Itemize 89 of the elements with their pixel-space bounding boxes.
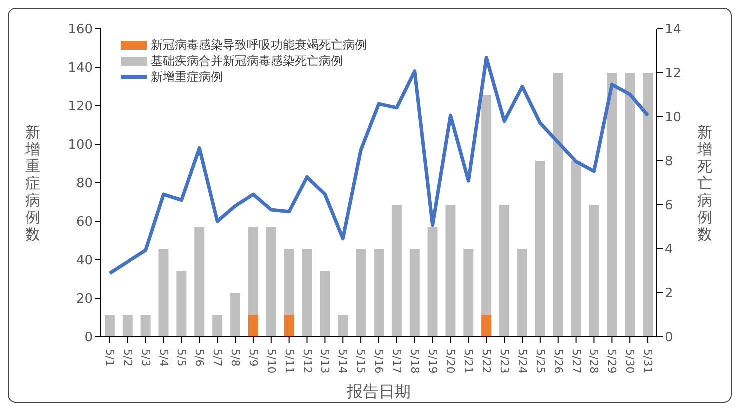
x-tick-label: 5/5 bbox=[175, 349, 188, 367]
bar bbox=[482, 315, 492, 337]
bar bbox=[500, 205, 510, 337]
y-tick-label: 40 bbox=[76, 254, 93, 269]
bar bbox=[104, 315, 115, 337]
y-tick-label: 120 bbox=[68, 100, 93, 115]
bar bbox=[140, 315, 151, 337]
y-tick-label: 160 bbox=[68, 22, 93, 38]
x-tick-label: 5/20 bbox=[444, 349, 458, 374]
bar bbox=[392, 205, 402, 337]
bar bbox=[284, 249, 294, 315]
y2-axis-title: 新增死亡病例数 bbox=[696, 123, 712, 244]
bar bbox=[302, 249, 312, 337]
y-axis-title: 新增重症病例数 bbox=[24, 123, 40, 244]
x-tick-label: 5/19 bbox=[426, 349, 440, 374]
x-tick-label: 5/31 bbox=[642, 349, 655, 374]
line-series bbox=[108, 56, 650, 276]
legend-label: 新冠病毒感染导致呼吸功能衰竭死亡病例 bbox=[151, 37, 367, 53]
bar bbox=[158, 249, 169, 337]
x-tick-label: 5/28 bbox=[588, 349, 601, 374]
bar bbox=[374, 249, 384, 337]
bar bbox=[625, 73, 636, 337]
bar bbox=[194, 227, 205, 337]
bar bbox=[553, 73, 564, 337]
bar bbox=[176, 271, 187, 337]
x-tick-label: 5/18 bbox=[408, 349, 422, 374]
x-tick-label: 5/2 bbox=[121, 349, 134, 367]
bar bbox=[122, 315, 133, 337]
y2-tick-label: 14 bbox=[665, 22, 682, 38]
bar bbox=[482, 95, 492, 315]
x-tick-label: 5/26 bbox=[552, 349, 565, 374]
x-tick-label: 5/9 bbox=[246, 349, 260, 367]
x-tick-label: 5/6 bbox=[193, 349, 206, 367]
x-tick-label: 5/23 bbox=[498, 349, 512, 374]
y-tick-label: 60 bbox=[76, 215, 93, 230]
bar bbox=[446, 205, 456, 337]
bar bbox=[571, 161, 582, 337]
x-tick-label: 5/27 bbox=[570, 349, 583, 374]
bar bbox=[338, 315, 348, 337]
x-tick-label: 5/13 bbox=[318, 349, 332, 374]
x-tick-label: 5/15 bbox=[354, 349, 368, 374]
x-tick-label: 5/12 bbox=[300, 349, 314, 374]
bar bbox=[230, 293, 240, 337]
y2-tick-label: 12 bbox=[665, 66, 682, 82]
x-axis-title: 报告日期 bbox=[346, 382, 411, 401]
bar bbox=[607, 73, 618, 337]
y2-tick-label: 0 bbox=[665, 330, 674, 346]
y2-tick-label: 4 bbox=[665, 242, 674, 258]
legend-label: 新增重症病例 bbox=[151, 69, 223, 85]
bar bbox=[464, 249, 474, 337]
x-tick-label: 5/17 bbox=[390, 349, 404, 374]
bar bbox=[284, 315, 294, 337]
x-tick-label: 5/7 bbox=[211, 349, 224, 367]
y2-tick-label: 8 bbox=[665, 154, 674, 170]
y-tick-label: 100 bbox=[68, 138, 93, 154]
bar bbox=[266, 227, 276, 337]
x-tick-label: 5/24 bbox=[516, 349, 529, 374]
y-tick-label: 80 bbox=[76, 176, 93, 192]
bar bbox=[248, 227, 258, 315]
bar bbox=[356, 249, 366, 337]
y-tick-label: 0 bbox=[84, 330, 93, 346]
bar bbox=[410, 249, 420, 337]
x-tick-label: 5/21 bbox=[462, 349, 476, 374]
x-tick-label: 5/25 bbox=[534, 349, 547, 374]
y-tick-label: 140 bbox=[68, 61, 93, 76]
x-tick-label: 5/22 bbox=[480, 349, 494, 374]
bar bbox=[428, 227, 438, 337]
bar bbox=[589, 205, 600, 337]
x-tick-label: 5/14 bbox=[336, 349, 350, 374]
bar bbox=[535, 161, 546, 337]
x-tick-label: 5/16 bbox=[372, 349, 386, 374]
y2-tick-label: 10 bbox=[665, 110, 682, 126]
y-tick-label: 20 bbox=[76, 292, 93, 308]
legend-label: 基础疾病合并新冠病毒感染死亡病例 bbox=[151, 53, 343, 69]
bar bbox=[212, 315, 223, 337]
x-tick-label: 5/11 bbox=[282, 349, 296, 374]
bar bbox=[320, 271, 330, 337]
x-tick-label: 5/4 bbox=[157, 349, 170, 367]
x-tick-label: 5/29 bbox=[606, 349, 619, 374]
x-tick-label: 5/10 bbox=[264, 349, 278, 374]
y2-tick-label: 2 bbox=[665, 286, 674, 302]
x-tick-label: 5/8 bbox=[229, 349, 242, 367]
bar bbox=[643, 73, 654, 337]
bar bbox=[517, 249, 528, 337]
x-tick-label: 5/1 bbox=[103, 349, 116, 367]
y2-tick-label: 6 bbox=[665, 198, 674, 214]
x-tick-label: 5/30 bbox=[624, 349, 637, 374]
x-tick-label: 5/3 bbox=[139, 349, 152, 367]
bar bbox=[248, 315, 258, 337]
